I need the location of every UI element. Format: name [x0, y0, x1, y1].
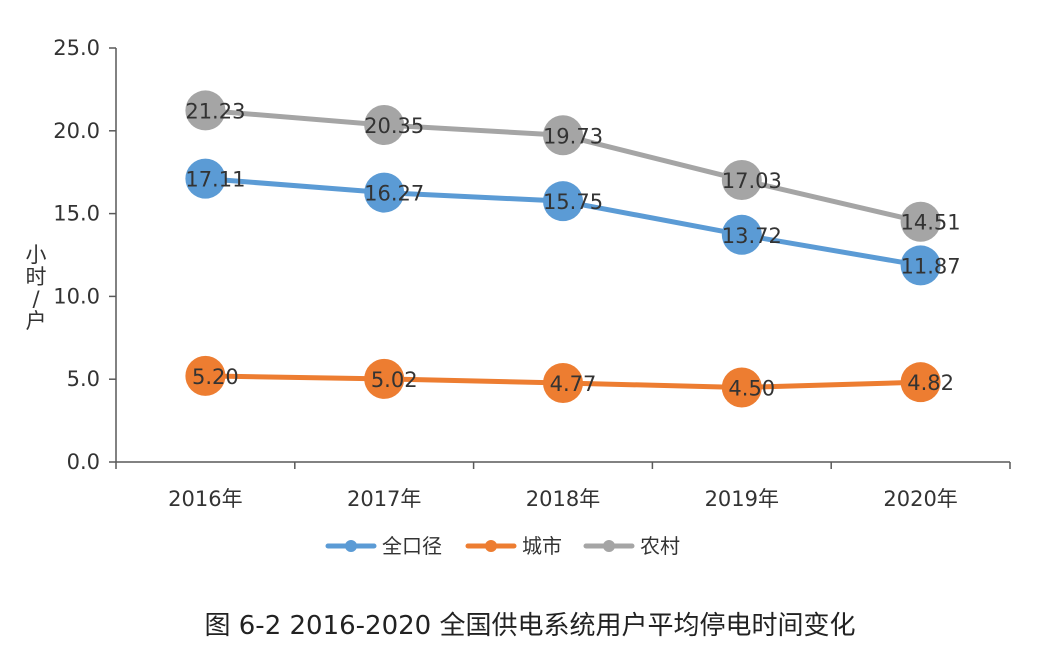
y-axis-label-char: 小: [26, 243, 47, 267]
data-point: [900, 201, 941, 242]
y-tick-label: 15.0: [53, 202, 100, 226]
data-point: [543, 115, 583, 156]
data-label: 13.72: [722, 224, 782, 248]
legend-marker: [345, 540, 357, 552]
series-group: 17.11 16.27 15.75 13.72 11.87 5.20 5.02 4.77 4.5…: [185, 90, 961, 408]
data-point: [721, 367, 762, 408]
legend-label: 城市: [522, 534, 562, 558]
series-城市: 5.20 5.02 4.77 4.50 4.82: [185, 355, 954, 408]
data-label: 17.11: [185, 168, 245, 192]
data-label: 4.77: [550, 372, 597, 396]
data-label: 17.03: [722, 169, 782, 193]
data-point: [364, 172, 405, 213]
x-axis-ticks: 2016年 2017年 2018年 2019年 2020年: [168, 487, 958, 511]
data-point: [364, 105, 405, 146]
x-tick-label: 2017年: [347, 487, 421, 511]
legend-item: 城市: [465, 534, 562, 558]
legend-item: 农村: [583, 534, 680, 558]
data-point: [543, 181, 583, 222]
data-point: [900, 245, 941, 286]
data-point: [900, 362, 941, 403]
data-label: 15.75: [543, 190, 603, 214]
data-point: [721, 159, 762, 200]
data-label: 4.82: [907, 371, 954, 395]
legend-marker: [603, 540, 615, 552]
y-axis-label: 小时/户: [26, 243, 47, 333]
legend-item: 全口径: [325, 534, 442, 558]
y-axis-label-char: 户: [26, 309, 47, 333]
legend-label: 全口径: [382, 534, 442, 558]
data-label: 5.20: [192, 365, 239, 389]
data-label: 14.51: [901, 211, 961, 235]
legend-label: 农村: [640, 534, 680, 558]
data-label: 19.73: [543, 124, 603, 148]
y-tick-label: 25.0: [53, 36, 100, 60]
x-tick-label: 2019年: [705, 487, 779, 511]
y-tick-label: 20.0: [53, 119, 100, 143]
data-point: [185, 158, 226, 199]
y-axis-ticks: 0.0 5.0 10.0 15.0 20.0 25.0: [53, 36, 116, 474]
y-tick-label: 0.0: [67, 450, 100, 474]
series-农村: 21.23 20.35 19.73 17.03 14.51: [185, 90, 961, 242]
y-axis-label-char: /: [32, 287, 40, 311]
data-point: [543, 363, 583, 404]
x-tick-label: 2020年: [883, 487, 957, 511]
x-tick-label: 2018年: [526, 487, 600, 511]
data-label: 5.02: [371, 368, 418, 392]
y-tick-label: 5.0: [67, 367, 100, 391]
data-point: [185, 90, 226, 131]
series-全口径: 17.11 16.27 15.75 13.72 11.87: [185, 158, 961, 286]
data-label: 4.50: [728, 376, 775, 400]
data-label: 20.35: [364, 114, 424, 138]
y-axis-label-char: 时: [26, 265, 47, 289]
data-label: 11.87: [901, 254, 961, 278]
data-point: [364, 358, 405, 399]
data-label: 21.23: [185, 99, 245, 123]
legend: 全口径 城市 农村: [325, 534, 680, 558]
x-tick-label: 2016年: [168, 487, 242, 511]
data-point: [185, 355, 226, 396]
axes: [115, 48, 1011, 469]
data-label: 16.27: [364, 182, 424, 206]
legend-marker: [485, 540, 497, 552]
y-tick-label: 10.0: [53, 284, 100, 308]
data-point: [721, 214, 762, 255]
figure-caption: 图 6-2 2016-2020 全国供电系统用户平均停电时间变化: [205, 611, 856, 641]
